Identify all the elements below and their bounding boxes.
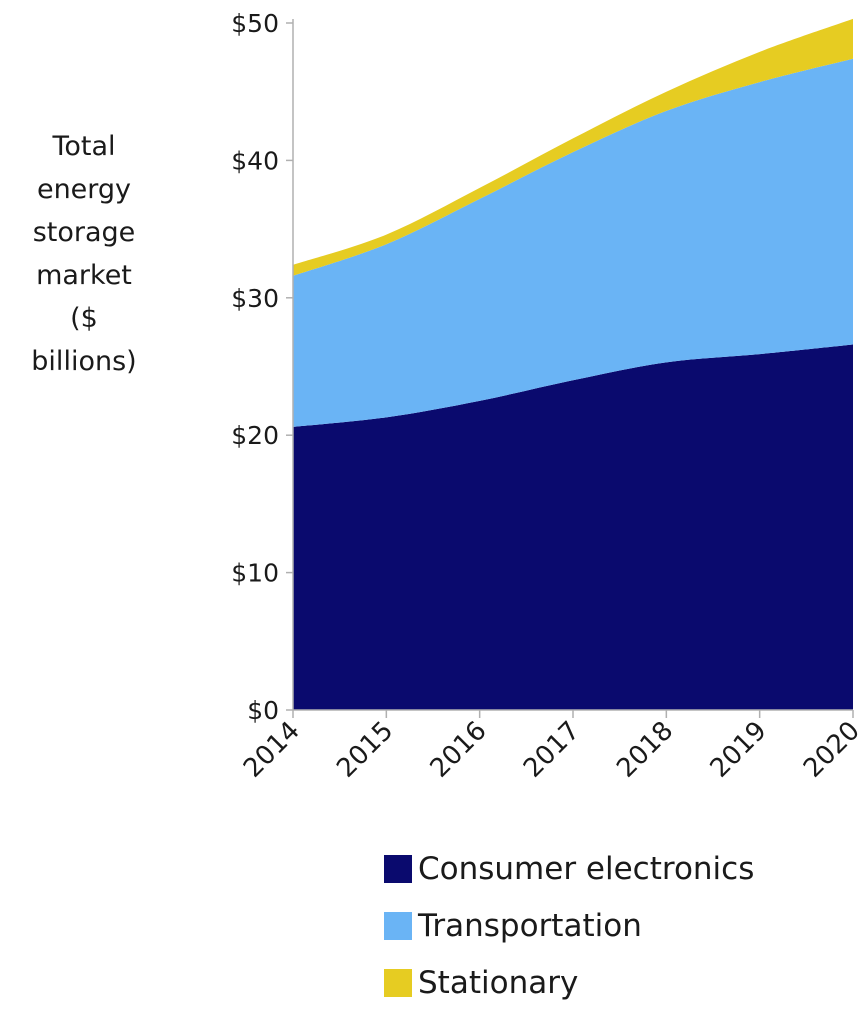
area-series-transportation: [293, 58, 853, 427]
area-layer: [293, 18, 853, 710]
x-tick-label: 2014: [238, 716, 306, 784]
y-tick-label: $50: [231, 9, 279, 38]
y-axis-label: Total energy storage market ($ billions): [31, 131, 137, 377]
legend: Consumer electronics Transportation Statio…: [384, 840, 754, 1011]
x-tick-label: 2018: [611, 716, 679, 784]
legend-swatch: [384, 854, 412, 883]
area-series-stationary: [293, 18, 853, 276]
legend-label: Consumer electronics: [418, 850, 755, 887]
y-tick-label: $40: [231, 146, 279, 175]
legend-item: Transportation: [384, 897, 754, 954]
legend-label: Transportation: [418, 907, 642, 944]
legend-item: Consumer electronics: [384, 840, 754, 897]
x-tick-label: 2017: [518, 716, 586, 784]
legend-item: Stationary: [384, 954, 754, 1011]
x-tick-label: 2016: [425, 716, 493, 784]
legend-swatch: [384, 911, 412, 940]
x-tick-label: 2020: [798, 716, 866, 784]
y-tick-label: $30: [231, 284, 279, 313]
y-tick-label: $0: [247, 696, 279, 725]
y-tick-label: $10: [231, 559, 279, 588]
legend-swatch: [384, 968, 412, 997]
y-tick-label: $20: [231, 421, 279, 450]
x-tick-label: 2019: [705, 716, 773, 784]
x-tick-label: 2015: [331, 716, 399, 784]
legend-label: Stationary: [418, 964, 579, 1001]
stacked-area-chart: $0 $10 $20 $30 $40 $50 2014 2015 2016 2017 2018 201…: [231, 9, 866, 784]
area-series-consumer-electronics: [293, 344, 853, 710]
